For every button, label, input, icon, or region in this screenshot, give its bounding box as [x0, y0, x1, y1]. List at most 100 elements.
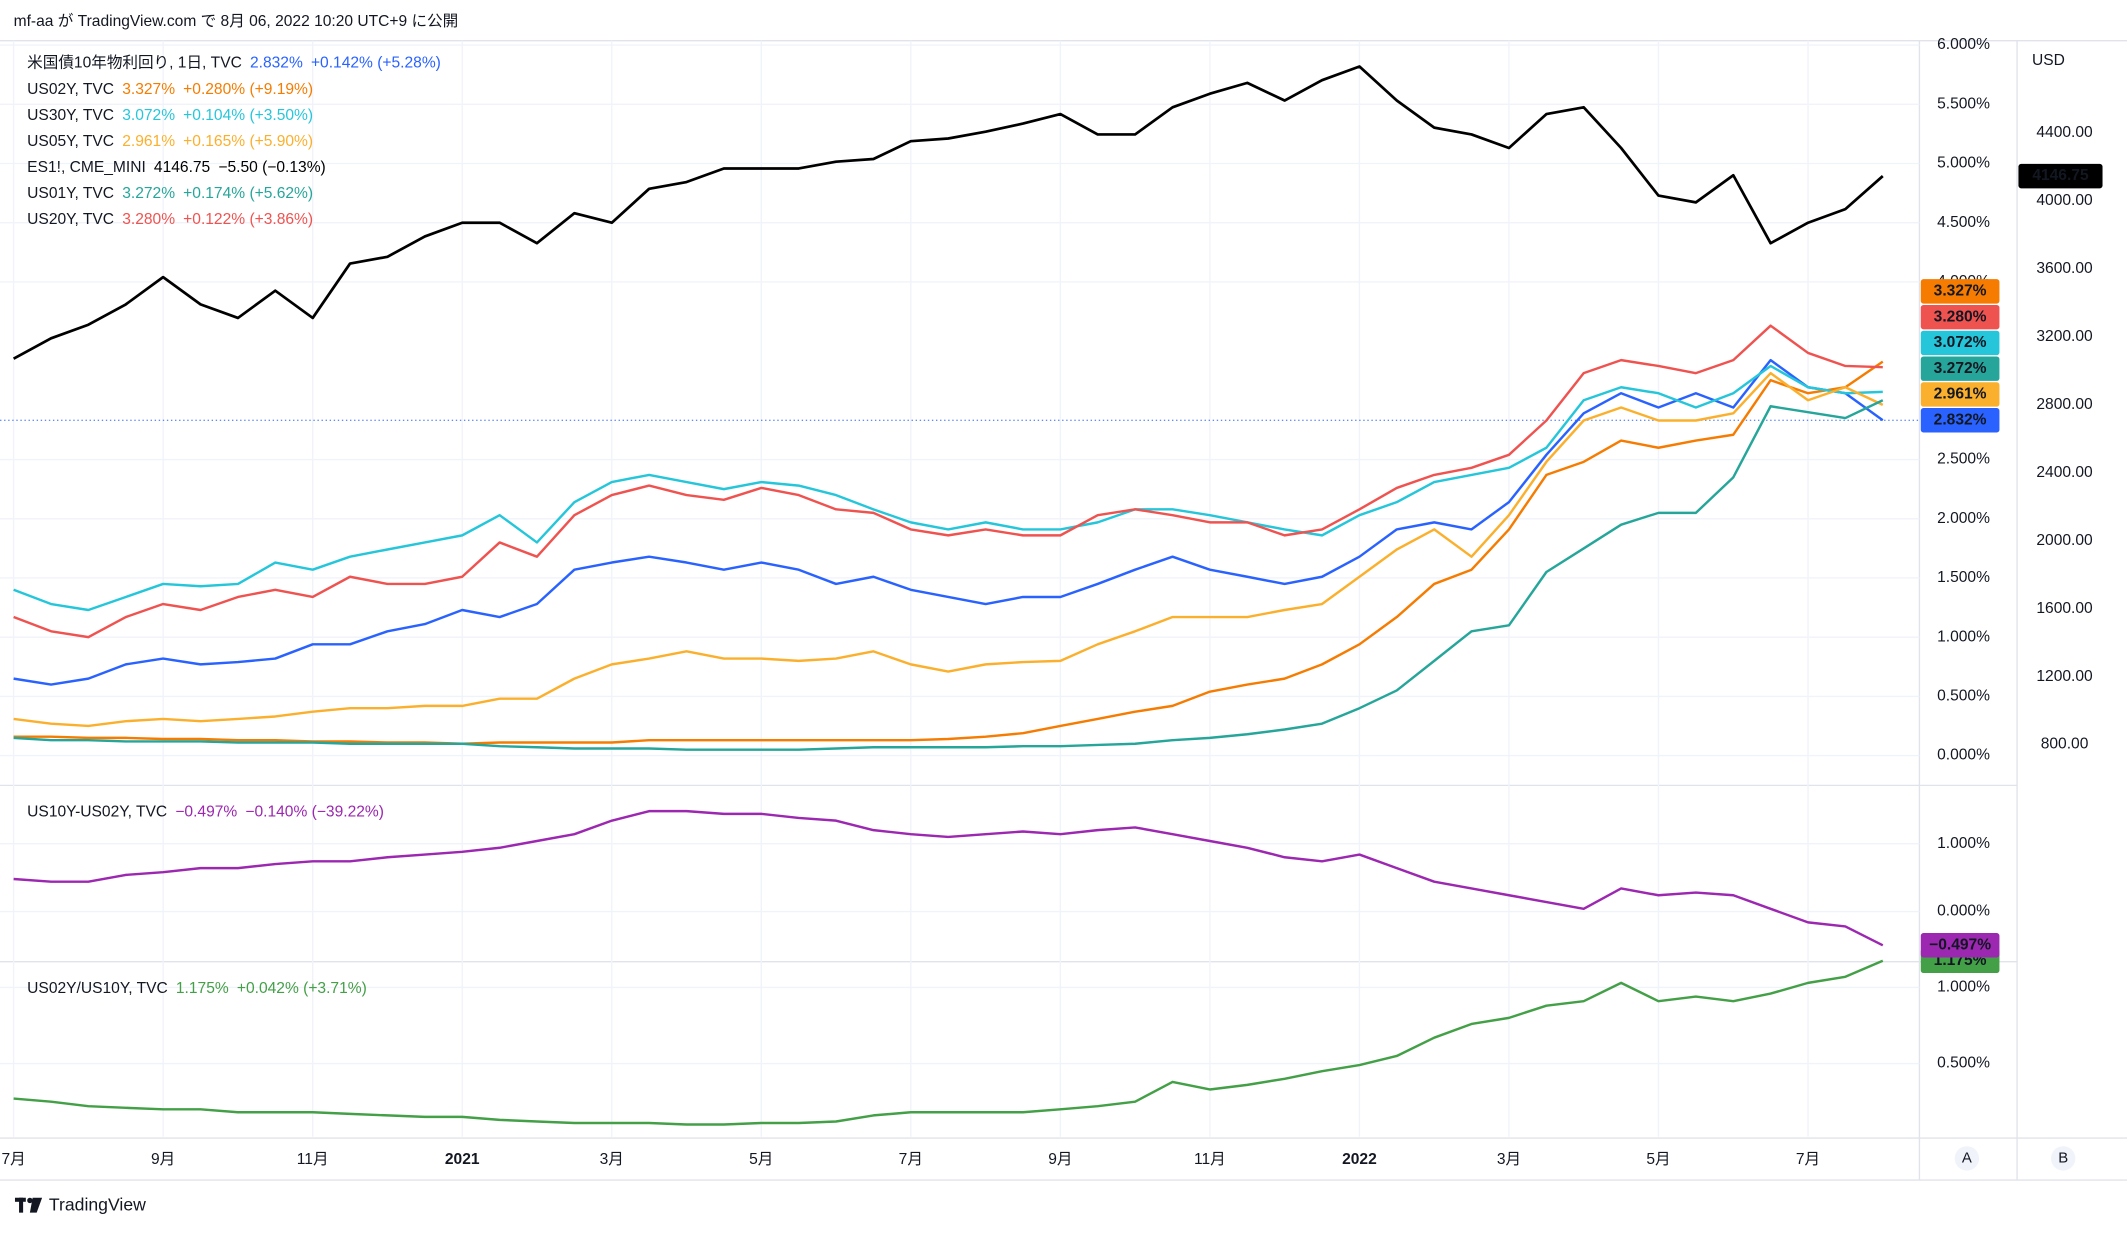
legend-name: US05Y, TVC — [27, 133, 114, 150]
price-tag-label: 2.961% — [1934, 386, 1987, 403]
legend-value: 4146.75 — [154, 159, 211, 176]
legend-change: +0.280% (+9.19%) — [183, 81, 313, 98]
legend-change: +0.042% (+3.71%) — [237, 980, 367, 997]
series-line — [13, 959, 1884, 1126]
legend-entry: US10Y-US02Y, TVC −0.497% −0.140% (−39.22%) — [27, 804, 384, 821]
x-tick-label: 5月 — [749, 1151, 773, 1168]
legend-entry: US20Y, TVC 3.280% +0.122% (+3.86%) — [27, 211, 313, 228]
legend-change: −0.140% (−39.22%) — [245, 804, 384, 821]
x-tick-label: 9月 — [151, 1151, 175, 1168]
header-text: mf-aa が TradingView.com で 8月 06, 2022 10… — [14, 12, 459, 30]
legend-value: −0.497% — [175, 804, 237, 821]
x-tick-label: 7月 — [1796, 1151, 1820, 1168]
series-line — [13, 360, 1884, 745]
y-tick-label: 0.500% — [1937, 1055, 1990, 1072]
price-tag-label: 4146.75 — [2032, 167, 2089, 184]
price-tag — [1920, 408, 2000, 433]
price-tag-label: −0.497% — [1929, 936, 1991, 953]
price-tag — [1920, 933, 2000, 958]
legend-entry: US02Y/US10Y, TVC 1.175% +0.042% (+3.71%) — [27, 980, 367, 997]
price-tag-label: 3.327% — [1934, 283, 1987, 300]
y-tick-label: 4.500% — [1937, 214, 1990, 231]
logo-part — [19, 1197, 24, 1213]
y-tick-label: 5.000% — [1937, 155, 1990, 172]
x-tick-label: 3月 — [600, 1151, 624, 1168]
legend-change: +0.174% (+5.62%) — [183, 185, 313, 202]
y-tick-label: 0.000% — [1937, 903, 1990, 920]
legend-name: ES1!, CME_MINI — [27, 159, 146, 176]
price-tag — [1920, 279, 2000, 304]
price-tag — [2018, 163, 2103, 189]
legend-change: +0.122% (+3.86%) — [183, 211, 313, 228]
y2-tick-label: 1600.00 — [2036, 600, 2093, 617]
legend-name: US10Y-US02Y, TVC — [27, 804, 167, 821]
x-tick-label: 11月 — [297, 1151, 329, 1168]
y2-unit: USD — [2032, 52, 2065, 69]
legend-entry: 米国債10年物利回り, 1日, TVC 2.832% +0.142% (+5.28%… — [27, 54, 441, 72]
y-tick-label: 1.000% — [1937, 628, 1990, 645]
price-tag — [1920, 330, 2000, 356]
series-line — [13, 809, 1884, 947]
y2-tick-label: 2800.00 — [2036, 396, 2093, 413]
legend-value: 3.072% — [122, 107, 175, 124]
y2-tick-label: 800.00 — [2041, 736, 2089, 753]
y2-tick-label: 4000.00 — [2036, 192, 2093, 209]
y2-tick-label: 2400.00 — [2036, 464, 2093, 481]
legend-name: 米国債10年物利回り, 1日, TVC — [27, 54, 242, 72]
legend-entry: US01Y, TVC 3.272% +0.174% (+5.62%) — [27, 185, 313, 202]
x-tick-label: 2022 — [1342, 1151, 1377, 1168]
legend-value: 3.280% — [122, 211, 175, 228]
y2-tick-label: 2000.00 — [2036, 532, 2093, 549]
x-tick-label: 7月 — [1, 1151, 25, 1168]
y-tick-label: 5.500% — [1937, 95, 1990, 112]
y-tick-label: 0.000% — [1937, 747, 1990, 764]
legend-change: +0.142% (+5.28%) — [311, 55, 441, 72]
x-tick-label: 11月 — [1194, 1151, 1226, 1168]
legend-change: −5.50 (−0.13%) — [218, 159, 325, 176]
legend-value: 2.961% — [122, 133, 175, 150]
price-tag-label: 3.072% — [1934, 334, 1987, 351]
y-tick-label: 2.500% — [1937, 451, 1990, 468]
series-line — [13, 371, 1884, 728]
button-label[interactable]: B — [2058, 1149, 2068, 1166]
legend-entry: US30Y, TVC 3.072% +0.104% (+3.50%) — [27, 107, 313, 124]
button-bg[interactable] — [2050, 1146, 2076, 1171]
logo-part — [29, 1197, 43, 1213]
x-tick-label: 9月 — [1048, 1151, 1072, 1168]
legend-entry: US05Y, TVC 2.961% +0.165% (+5.90%) — [27, 133, 313, 150]
footer-logo — [14, 1197, 43, 1213]
x-tick-label: 2021 — [445, 1151, 480, 1168]
legend-change: +0.165% (+5.90%) — [183, 133, 313, 150]
y-tick-label: 1.000% — [1937, 979, 1990, 996]
legend-value: 3.327% — [122, 81, 175, 98]
y-tick-label: 2.000% — [1937, 510, 1990, 527]
price-tag-label: 3.272% — [1934, 360, 1987, 377]
x-tick-label: 3月 — [1497, 1151, 1521, 1168]
price-tag — [1920, 356, 2000, 381]
y2-tick-label: 3600.00 — [2036, 260, 2093, 277]
footer-brand: TradingView — [49, 1195, 146, 1215]
logo-part — [27, 1197, 33, 1204]
button-bg[interactable] — [1954, 1146, 1980, 1171]
series-line — [13, 324, 1883, 639]
y2-tick-label: 1200.00 — [2036, 668, 2093, 685]
price-tag-label: 2.832% — [1934, 411, 1987, 428]
y-tick-label: 1.000% — [1937, 835, 1990, 852]
button-label[interactable]: A — [1962, 1149, 1972, 1166]
axis-button[interactable]: B — [2050, 1146, 2076, 1171]
series-line — [13, 358, 1884, 686]
axis-button[interactable]: A — [1954, 1146, 1980, 1171]
series-line — [13, 364, 1883, 612]
legend-name: US01Y, TVC — [27, 185, 114, 202]
y-tick-label: 1.500% — [1937, 569, 1990, 586]
legend-value: 2.832% — [250, 55, 303, 72]
y2-tick-label: 4400.00 — [2036, 124, 2093, 141]
legend-name: US20Y, TVC — [27, 211, 114, 228]
y2-tick-label: 3200.00 — [2036, 328, 2093, 345]
x-tick-label: 7月 — [899, 1151, 923, 1168]
x-tick-label: 5月 — [1646, 1151, 1670, 1168]
legend-change: +0.104% (+3.50%) — [183, 107, 313, 124]
y-tick-label: 0.500% — [1937, 688, 1990, 705]
